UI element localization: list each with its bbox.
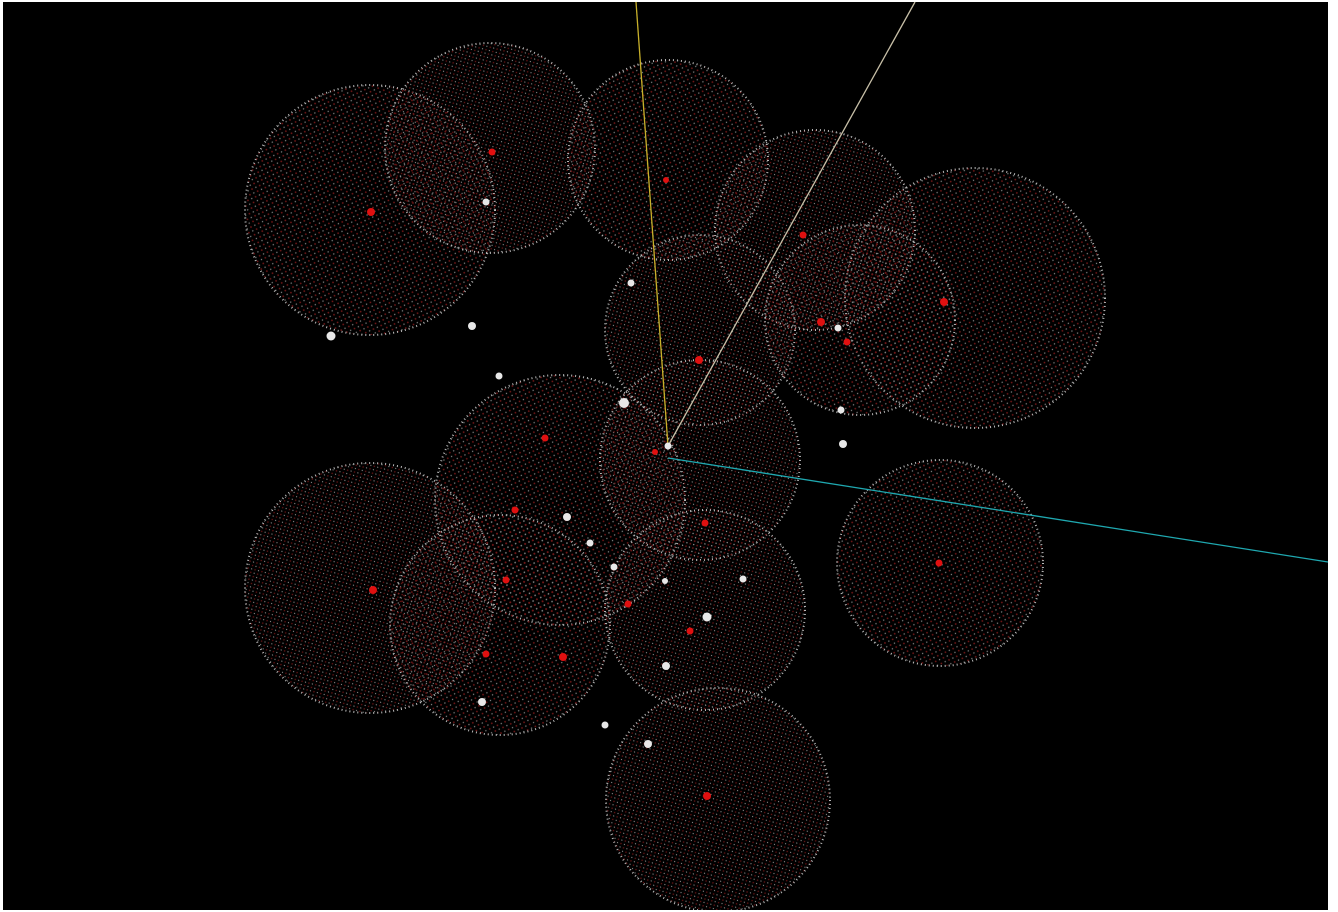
point [834, 324, 842, 332]
point [940, 298, 948, 306]
point [478, 698, 486, 706]
point [610, 563, 618, 571]
sphere [764, 224, 956, 416]
point [799, 231, 807, 239]
axis-y [667, 2, 916, 447]
point [663, 177, 669, 183]
point [559, 653, 567, 661]
point [703, 792, 711, 800]
axis-x [667, 457, 1328, 563]
point [817, 318, 825, 326]
3d-viewport[interactable] [3, 2, 1328, 910]
point [686, 627, 694, 635]
point [935, 559, 943, 567]
point [488, 148, 496, 156]
point [662, 662, 670, 670]
sphere [389, 514, 611, 736]
point [468, 322, 476, 330]
point [495, 372, 503, 380]
point [482, 198, 490, 206]
sphere [604, 509, 806, 711]
point [702, 612, 712, 622]
point [541, 434, 549, 442]
sphere [605, 687, 831, 910]
point [662, 578, 668, 584]
sphere [384, 42, 596, 254]
point [843, 338, 851, 346]
point [664, 442, 672, 450]
point [563, 513, 571, 521]
point [511, 506, 519, 514]
point [502, 576, 510, 584]
point [837, 406, 845, 414]
point [601, 721, 609, 729]
axis-z [635, 2, 669, 447]
point [739, 575, 747, 583]
point [369, 586, 377, 594]
point [652, 449, 658, 455]
point [482, 650, 490, 658]
point [624, 600, 632, 608]
atom-centers [367, 148, 948, 800]
point [326, 331, 336, 341]
hydrogen-centers [326, 198, 847, 748]
point [695, 356, 703, 364]
point [367, 208, 375, 216]
axes [635, 2, 1328, 563]
point [644, 740, 652, 748]
scene [244, 2, 1328, 910]
point-surfaces [244, 42, 1106, 910]
point [701, 519, 709, 527]
point [619, 398, 629, 408]
point [627, 279, 635, 287]
point [839, 440, 847, 448]
point [586, 539, 594, 547]
